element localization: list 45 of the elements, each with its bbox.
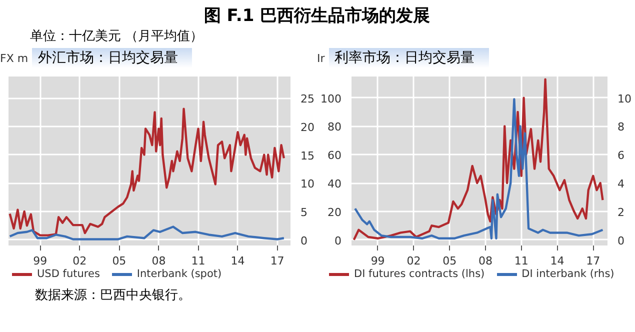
y2-tick-label: 2 [618,206,624,219]
y-axis-title: Ir [317,52,325,65]
x-tick-label: 05 [112,254,126,268]
y-tick-label: 80 [328,120,342,134]
y-tick-label: 0 [334,234,342,248]
x-tick-label: 17 [586,254,600,268]
legend-label: Interbank (spot) [136,268,222,280]
y2-tick-label: 10 [618,92,632,106]
y2-tick-label: 8 [618,120,624,134]
y2-tick-label: 6 [618,149,624,162]
line-series [8,226,286,240]
chart-title: 外汇市场：日均交易量 [32,48,192,68]
x-tick-label: 02 [406,254,421,268]
x-tick-label: 17 [270,254,284,268]
x-tick-label: 14 [550,254,564,268]
chart-subtitle: 单位：十亿美元 （月平均值） [30,28,204,46]
x-tick-label: 08 [152,254,166,268]
y-tick-label: 20 [328,206,342,219]
chart-title: 利率市场：日均交易量 [328,48,489,68]
y2-axis-title: FX m [0,52,28,65]
y-tick-label: 60 [328,149,342,162]
y2-tick-label: 0 [300,234,308,248]
x-tick-label: 05 [442,254,457,268]
y-tick-label: 100 [320,92,342,106]
y2-tick-label: 25 [300,92,314,106]
y2-tick-label: 5 [300,206,308,219]
y-tick-label: 40 [328,178,342,191]
x-tick-label: 11 [514,254,528,268]
y2-tick-label: 10 [300,178,314,191]
text: 图 F.1 巴西衍生品市场的发展 [204,5,430,28]
source-note: 数据来源：巴西中央银行。 [35,287,191,305]
y2-tick-label: 4 [618,178,624,191]
y2-tick-label: 0 [618,234,624,248]
x-tick-label: 99 [370,254,385,268]
y2-tick-label: 15 [300,149,314,162]
x-tick-label: 02 [72,254,87,268]
x-tick-label: 99 [33,254,48,268]
x-tick-label: 11 [191,254,206,268]
legend-label: DI interbank (rhs) [522,268,614,280]
x-tick-label: 14 [230,254,245,268]
y2-tick-label: 20 [300,120,314,134]
legend-label: DI futures contracts (lhs) [354,268,485,280]
legend-label: USD futures [37,268,100,280]
line-series [8,108,286,236]
x-tick-label: 08 [478,254,492,268]
